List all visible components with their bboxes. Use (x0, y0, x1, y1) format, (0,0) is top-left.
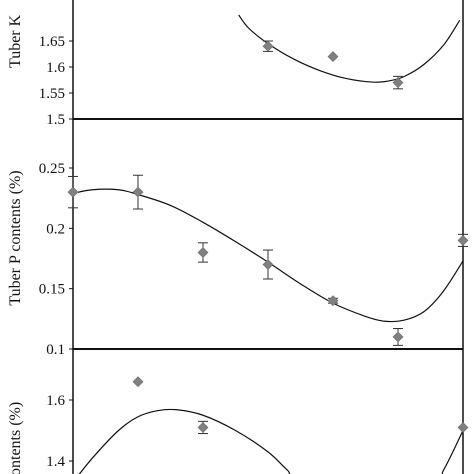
y-tick-label: 1.6 (46, 60, 65, 76)
data-point (197, 247, 209, 258)
middle-panel: Tuber P contents (%) 0.25 0.2 0.15 0.1 (7, 161, 469, 358)
data-point (132, 186, 144, 198)
data-point (457, 422, 469, 433)
y-tick-label: 0.2 (46, 221, 65, 237)
y-tick-label: 0.15 (39, 282, 65, 298)
data-point (392, 331, 404, 343)
trend-curve (73, 188, 463, 323)
top-panel: Tuber K 1.65 1.6 1.55 1.5 (7, 14, 461, 128)
data-point (457, 234, 469, 246)
y-tick-label: 0.25 (39, 161, 65, 177)
bottom-panel-marks (78, 376, 469, 474)
y-tick-label: 1.5 (46, 112, 65, 128)
trend-curve (78, 408, 463, 474)
y-tick-label: 1.55 (39, 86, 65, 102)
plot-frame (72, 0, 464, 474)
middle-panel-marks (67, 174, 469, 346)
data-point (327, 295, 339, 307)
y-tick-label: 1.65 (39, 34, 65, 50)
data-point (132, 376, 144, 388)
data-point (327, 51, 339, 63)
y-tick-label: 1.4 (46, 454, 65, 470)
trend-curve (238, 14, 461, 83)
data-point (67, 186, 79, 198)
bottom-panel: ontents (%) 1.6 1.4 (7, 376, 469, 474)
top-panel-y-axis-title: Tuber K (7, 14, 24, 68)
top-panel-y-ticks: 1.65 1.6 1.55 1.5 (39, 34, 73, 128)
middle-panel-y-ticks: 0.25 0.2 0.15 0.1 (39, 161, 73, 358)
y-tick-label: 1.6 (46, 393, 65, 409)
data-point (197, 422, 209, 433)
data-point (262, 40, 274, 52)
middle-panel-y-axis-title: Tuber P contents (%) (7, 170, 24, 305)
y-tick-label: 0.1 (46, 342, 65, 358)
bottom-panel-y-axis-title: ontents (%) (7, 402, 24, 474)
data-point (392, 77, 404, 89)
bottom-panel-y-ticks: 1.6 1.4 (46, 393, 73, 470)
top-panel-marks (238, 14, 461, 90)
data-point (262, 259, 274, 270)
